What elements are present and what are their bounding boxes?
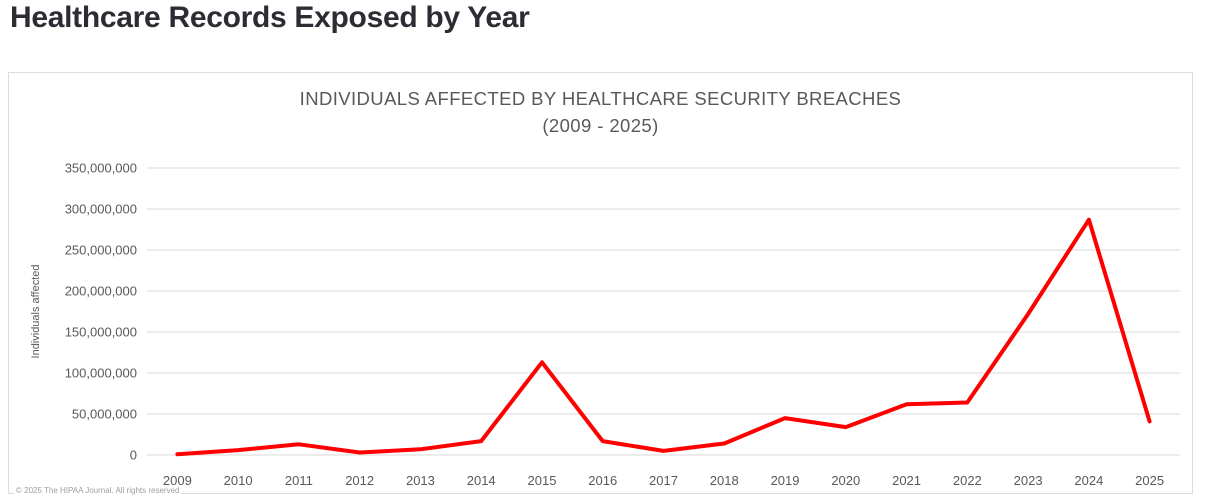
x-axis-tick-label: 2017 (649, 473, 678, 488)
chart-card: INDIVIDUALS AFFECTED BY HEALTHCARE SECUR… (8, 72, 1193, 494)
x-axis-tick-label: 2011 (285, 473, 313, 488)
x-axis-tick-label: 2019 (771, 473, 800, 488)
x-axis-tick-label: 2009 (163, 473, 192, 488)
y-axis-tick-labels: 0 50,000,000 100,000,000 150,000,000 200,000… (65, 161, 137, 463)
x-axis-tick-label: 2025 (1135, 473, 1164, 488)
x-axis-tick-label: 2020 (831, 473, 860, 488)
y-axis-tick-label: 0 (130, 448, 137, 463)
y-axis-title: Individuals affected (30, 265, 42, 359)
x-axis-tick-label: 2023 (1014, 473, 1043, 488)
gridlines (147, 167, 1180, 456)
x-axis-tick-label: 2012 (345, 473, 374, 488)
x-axis-tick-label: 2024 (1074, 473, 1103, 488)
y-axis-tick-label: 250,000,000 (65, 243, 137, 258)
y-axis-tick-label: 150,000,000 (65, 325, 137, 340)
y-axis-tick-label: 100,000,000 (65, 366, 137, 381)
y-axis-tick-label: 350,000,000 (65, 161, 137, 176)
x-axis-tick-label: 2013 (406, 473, 435, 488)
x-axis-tick-label: 2015 (528, 473, 557, 488)
x-axis-tick-label: 2014 (467, 473, 496, 488)
x-axis-tick-labels: 2009 2010 2011 2012 2013 2014 2015 2016 2017 2018… (163, 473, 1164, 488)
page-title: Healthcare Records Exposed by Year (10, 1, 530, 34)
y-axis-tick-label: 300,000,000 (65, 202, 137, 217)
y-axis-tick-label: 200,000,000 (65, 284, 137, 299)
chart-title: INDIVIDUALS AFFECTED BY HEALTHCARE SECUR… (299, 88, 902, 109)
line-chart: 0 50,000,000 100,000,000 150,000,000 200,000… (30, 161, 1180, 488)
x-axis-tick-label: 2018 (710, 473, 739, 488)
x-axis-tick-label: 2010 (224, 473, 253, 488)
copyright-notice: © 2025 The HIPAA Journal. All rights res… (14, 486, 182, 495)
x-axis-tick-label: 2022 (953, 473, 982, 488)
y-axis-tick-label: 50,000,000 (72, 407, 137, 422)
x-axis-tick-label: 2021 (892, 473, 921, 488)
x-axis-tick-label: 2016 (588, 473, 617, 488)
data-line-individuals-affected (175, 217, 1152, 457)
chart-subtitle: (2009 - 2025) (542, 115, 659, 136)
